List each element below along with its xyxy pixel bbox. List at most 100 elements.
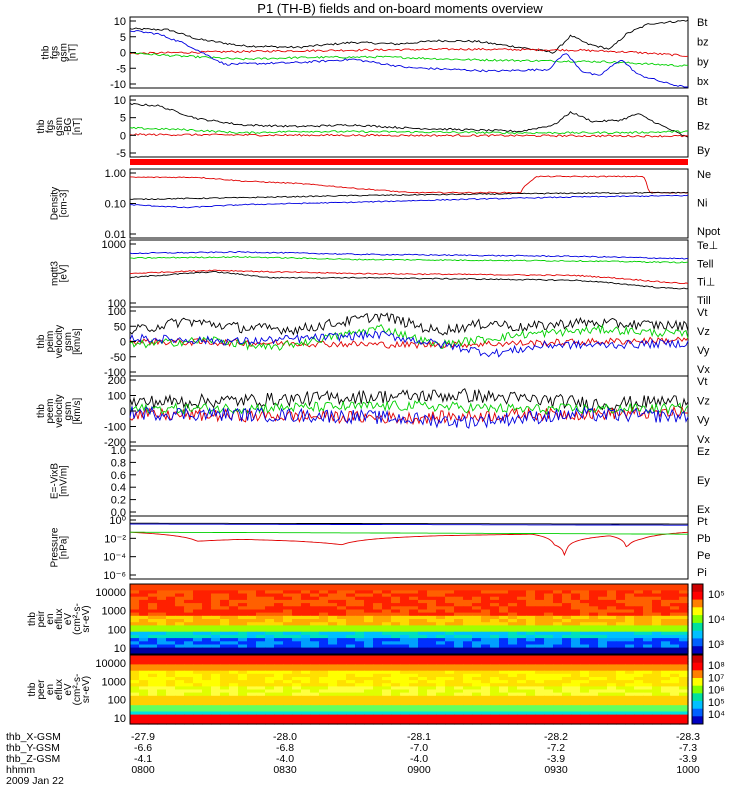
- spectrogram-cell: [337, 644, 347, 649]
- spectrogram-cell: [634, 689, 644, 694]
- series-line-Ne: [130, 175, 689, 194]
- spectrogram-cell: [211, 677, 221, 681]
- spectrogram-cell: [238, 673, 248, 678]
- spectrogram-cell: [139, 658, 149, 662]
- spectrogram-cell: [346, 714, 356, 719]
- spectrogram-cell: [355, 603, 365, 607]
- spectrogram-cell: [274, 590, 284, 595]
- spectrogram-cell: [652, 705, 662, 709]
- spectrogram-cell: [571, 695, 581, 700]
- spectrogram-cell: [184, 705, 194, 709]
- spectrogram-cell: [382, 698, 392, 703]
- spectrogram-cell: [346, 680, 356, 684]
- spectrogram-cell: [553, 661, 563, 665]
- spectrogram-cell: [256, 603, 266, 607]
- spectrogram-cell: [229, 702, 239, 706]
- y-axis-label: thb: [36, 404, 47, 418]
- spectrogram-cell: [679, 692, 689, 697]
- spectrogram-cell: [319, 698, 329, 703]
- spectrogram-cell: [148, 596, 158, 601]
- spectrogram-cell: [661, 686, 671, 691]
- spectrogram-cell: [670, 619, 680, 623]
- spectrogram-cell: [364, 655, 374, 659]
- spectrogram-cell: [571, 615, 581, 620]
- spectrogram-cell: [292, 644, 302, 649]
- spectrogram-cell: [436, 619, 446, 623]
- spectrogram-cell: [292, 711, 302, 716]
- spectrogram-cell: [625, 670, 635, 675]
- spectrogram-cell: [139, 692, 149, 697]
- spectrogram-cell: [148, 708, 158, 712]
- spectrogram-cell: [661, 698, 671, 703]
- spectrogram-cell: [310, 638, 320, 642]
- spectrogram-cell: [202, 673, 212, 678]
- spectrogram-cell: [463, 612, 473, 617]
- spectrogram-cell: [643, 603, 653, 607]
- spectrogram-cell: [490, 631, 500, 636]
- spectrogram-cell: [571, 683, 581, 687]
- spectrogram-cell: [301, 638, 311, 642]
- spectrogram-cell: [427, 667, 437, 672]
- spectrogram-cell: [373, 650, 383, 655]
- spectrogram-cell: [391, 584, 401, 588]
- spectrogram-cell: [580, 625, 590, 630]
- spectrogram-cell: [607, 634, 617, 639]
- spectrogram-cell: [562, 628, 572, 633]
- spectrogram-cell: [607, 677, 617, 681]
- spectrogram-cell: [175, 612, 185, 617]
- spectrogram-cell: [634, 622, 644, 626]
- spectrogram-cell: [292, 702, 302, 706]
- spectrogram-cell: [301, 587, 311, 591]
- spectrogram-cell: [274, 683, 284, 687]
- spectrogram-cell: [346, 622, 356, 626]
- spectrogram-cell: [157, 673, 167, 678]
- spectrogram-cell: [166, 664, 176, 669]
- spectrogram-cell: [202, 615, 212, 620]
- spectrogram-cell: [562, 584, 572, 588]
- spectrogram-cell: [589, 603, 599, 607]
- spectrogram-cell: [409, 698, 419, 703]
- spectrogram-cell: [337, 628, 347, 633]
- spectrogram-cell: [373, 673, 383, 678]
- spectrogram-cell: [265, 667, 275, 672]
- spectrogram-cell: [229, 667, 239, 672]
- spectrogram-cell: [436, 677, 446, 681]
- spectrogram-cell: [652, 711, 662, 716]
- spectrogram-cell: [526, 647, 536, 652]
- spectrogram-cell: [616, 622, 626, 626]
- spectrogram-cell: [175, 711, 185, 716]
- spectrogram-cell: [454, 638, 464, 642]
- spectrogram-cell: [562, 619, 572, 623]
- spectrogram-cell: [364, 720, 374, 725]
- spectrogram-cell: [670, 658, 680, 662]
- spectrogram-cell: [418, 664, 428, 669]
- spectrogram-cell: [616, 619, 626, 623]
- spectrogram-cell: [679, 638, 689, 642]
- spectrogram-cell: [238, 714, 248, 719]
- spectrogram-cell: [625, 587, 635, 591]
- spectrogram-cell: [418, 667, 428, 672]
- spectrogram-cell: [382, 650, 392, 655]
- spectrogram-cell: [553, 584, 563, 588]
- spectrogram-cell: [229, 683, 239, 687]
- spectrogram-cell: [382, 702, 392, 706]
- spectrogram-cell: [634, 628, 644, 633]
- spectrogram-cell: [562, 658, 572, 662]
- spectrogram-cell: [544, 720, 554, 725]
- spectrogram-cell: [328, 705, 338, 709]
- spectrogram-cell: [337, 609, 347, 614]
- spectrogram-cell: [598, 612, 608, 617]
- y-tick-label: 10: [114, 643, 126, 655]
- spectrogram-cell: [292, 622, 302, 626]
- spectrogram-cell: [391, 647, 401, 652]
- spectrogram-cell: [652, 647, 662, 652]
- spectrogram-cell: [463, 670, 473, 675]
- spectrogram-cell: [571, 655, 581, 659]
- spectrogram-cell: [553, 647, 563, 652]
- spectrogram-cell: [544, 689, 554, 694]
- spectrogram-cell: [625, 615, 635, 620]
- spectrogram-cell: [364, 603, 374, 607]
- spectrogram-cell: [139, 667, 149, 672]
- spectrogram-cell: [139, 584, 149, 588]
- spectrogram-cell: [616, 667, 626, 672]
